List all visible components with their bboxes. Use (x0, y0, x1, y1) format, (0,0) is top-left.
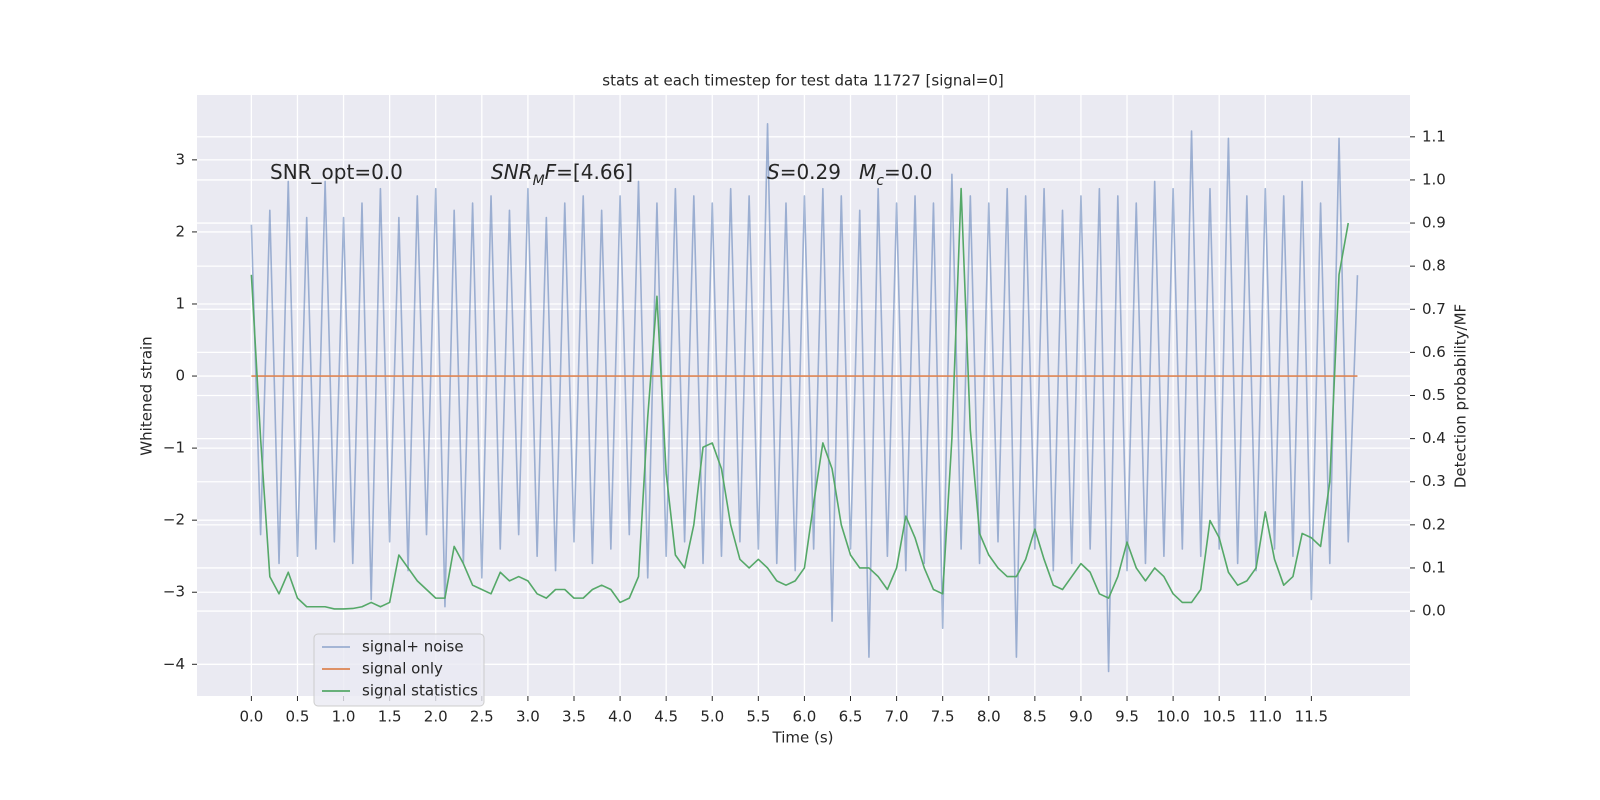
x-tick-label: 2.0 (424, 708, 448, 726)
x-axis-label: Time (s) (772, 729, 834, 747)
annotation-part: =[4.66] (556, 160, 633, 184)
x-tick-label: 7.5 (931, 708, 955, 726)
x-tick-label: 2.5 (470, 708, 494, 726)
legend-box (313, 633, 485, 707)
y-tick-label: 1 (175, 294, 185, 312)
series-line (250, 123, 1359, 673)
y2-tick-label: 0.8 (1422, 257, 1446, 275)
y-tick-label: 3 (175, 150, 185, 168)
annotation-part: =0.29 (780, 160, 841, 184)
annotation-part: S (767, 160, 780, 184)
y2-tick-label: 0.6 (1422, 343, 1446, 361)
y2-tick-label: 0.7 (1422, 300, 1446, 318)
x-tick-label: 0.0 (239, 708, 263, 726)
y2-tick-label: 0.0 (1422, 602, 1446, 620)
annotation: SNR_opt=0.0 (270, 160, 403, 184)
y-tick-label: 2 (175, 222, 185, 240)
y-axis-label: Whitened strain (138, 336, 156, 455)
x-tick-label: 4.5 (654, 708, 678, 726)
annotation: SNRMF=[4.66] (491, 160, 633, 190)
legend: signal+ noise signal only signal statistic… (313, 633, 485, 707)
y2-tick-label: 0.3 (1422, 472, 1446, 490)
y-tick-label: −2 (163, 511, 185, 529)
y-tick-label: −3 (163, 583, 185, 601)
series-line (250, 187, 1350, 610)
y-tick-label: −4 (163, 655, 185, 673)
y2-tick-label: 0.9 (1422, 214, 1446, 232)
y2-tick-label: 1.0 (1422, 170, 1446, 188)
legend-label: signal only (362, 660, 443, 678)
x-tick-label: 5.5 (746, 708, 770, 726)
y-tick-label: −1 (163, 439, 185, 457)
y2-tick-label: 0.1 (1422, 558, 1446, 576)
x-tick-label: 11.5 (1295, 708, 1328, 726)
y2-tick-label: 0.2 (1422, 515, 1446, 533)
y2-axis-label: Detection probability/MF (1452, 304, 1470, 488)
x-tick-label: 4.0 (608, 708, 632, 726)
x-tick-label: 10.5 (1202, 708, 1235, 726)
chart-title: stats at each timestep for test data 117… (602, 72, 1003, 90)
y-tick-label: 0 (175, 367, 185, 385)
x-tick-label: 5.0 (700, 708, 724, 726)
x-tick-label: 8.5 (1023, 708, 1047, 726)
legend-label: signal statistics (362, 682, 478, 700)
x-tick-label: 8.0 (977, 708, 1001, 726)
y2-tick-label: 0.5 (1422, 386, 1446, 404)
x-tick-label: 3.5 (562, 708, 586, 726)
legend-label: signal+ noise (362, 638, 464, 656)
x-tick-label: 6.0 (792, 708, 816, 726)
y2-tick-label: 1.1 (1422, 127, 1446, 145)
annotation-part: =0.0 (884, 160, 933, 184)
plot-lines (250, 123, 1359, 673)
x-tick-label: 3.0 (516, 708, 540, 726)
x-tick-label: 6.5 (839, 708, 863, 726)
annotation-part: M (533, 173, 545, 189)
x-tick-label: 11.0 (1249, 708, 1282, 726)
x-tick-label: 0.5 (286, 708, 310, 726)
x-tick-label: 1.5 (378, 708, 402, 726)
annotation: Mc=0.0 (859, 160, 933, 190)
x-tick-label: 10.0 (1156, 708, 1189, 726)
annotation-part: SNR_opt=0.0 (270, 160, 403, 184)
x-tick-label: 9.0 (1069, 708, 1093, 726)
annotation: S=0.29 (767, 160, 841, 184)
x-tick-label: 9.5 (1115, 708, 1139, 726)
annotation-part: F (545, 160, 557, 184)
annotation-part: M (859, 160, 876, 184)
x-tick-label: 1.0 (332, 708, 356, 726)
y2-tick-label: 0.4 (1422, 429, 1446, 447)
annotation-part: SNR (491, 160, 533, 184)
x-tick-label: 7.0 (885, 708, 909, 726)
annotation-part: c (876, 173, 884, 189)
